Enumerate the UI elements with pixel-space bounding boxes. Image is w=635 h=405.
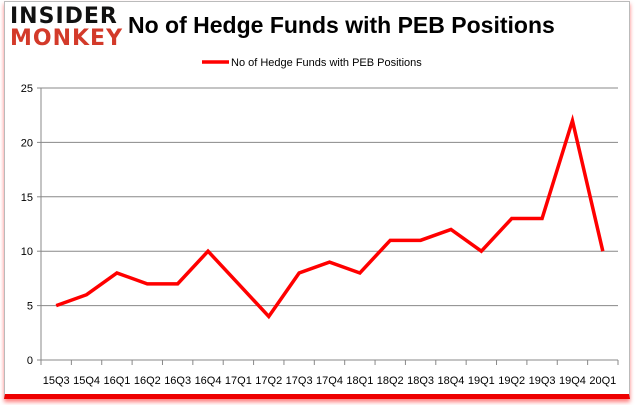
y-tick-label: 20 — [21, 137, 33, 149]
x-tick-label: 18Q4 — [438, 375, 465, 387]
y-tick-label: 0 — [27, 355, 33, 367]
x-tick-label: 16Q2 — [134, 375, 161, 387]
x-tick-label: 19Q4 — [559, 375, 586, 387]
x-tick-label: 16Q1 — [103, 375, 130, 387]
y-tick-label: 25 — [21, 83, 33, 95]
x-tick-label: 20Q1 — [589, 375, 616, 387]
x-tick-label: 15Q4 — [73, 375, 100, 387]
x-tick-label: 17Q3 — [286, 375, 313, 387]
x-tick-label: 18Q3 — [407, 375, 434, 387]
y-tick-label: 15 — [21, 192, 33, 204]
x-tick-label: 17Q4 — [316, 375, 343, 387]
insider-monkey-logo: INSIDER MONKEY — [10, 6, 123, 50]
chart-frame — [4, 1, 630, 399]
logo-line-1: INSIDER — [10, 4, 118, 29]
x-tick-label: 19Q2 — [498, 375, 525, 387]
y-tick-label: 10 — [21, 246, 33, 258]
x-tick-label: 15Q3 — [43, 375, 70, 387]
x-tick-label: 17Q1 — [225, 375, 252, 387]
x-tick-label: 19Q1 — [468, 375, 495, 387]
x-tick-label: 18Q2 — [377, 375, 404, 387]
chart-title: No of Hedge Funds with PEB Positions — [128, 12, 555, 38]
x-tick-label: 17Q2 — [255, 375, 282, 387]
y-tick-label: 5 — [27, 301, 33, 313]
series-line — [55, 113, 605, 320]
x-tick-label: 16Q3 — [164, 375, 191, 387]
x-tick-label: 18Q1 — [346, 375, 373, 387]
x-tick-label: 19Q3 — [529, 375, 556, 387]
logo-line-2: MONKEY — [10, 26, 124, 51]
x-tick-label: 16Q4 — [195, 375, 222, 387]
legend-label: No of Hedge Funds with PEB Positions — [231, 57, 422, 69]
